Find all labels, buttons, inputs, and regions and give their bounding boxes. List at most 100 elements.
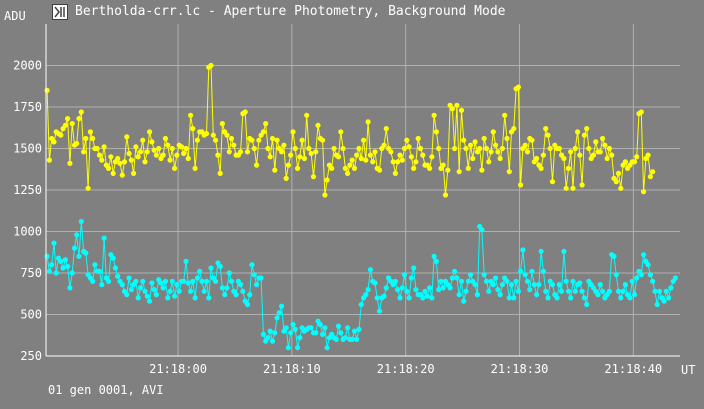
data-point [556, 145, 562, 152]
y-tick-label: 1750 [13, 100, 42, 114]
data-point [427, 165, 433, 171]
data-point [340, 145, 346, 152]
data-point [74, 140, 80, 147]
data-point [299, 137, 305, 143]
data-point [128, 287, 134, 293]
data-point [452, 268, 458, 274]
data-point [335, 154, 342, 160]
data-point [135, 154, 141, 160]
data-point [354, 336, 360, 342]
data-point [395, 287, 401, 293]
data-point [87, 129, 93, 135]
data-point [110, 255, 116, 261]
data-point [499, 145, 505, 152]
data-point [306, 145, 312, 152]
data-point [374, 295, 380, 301]
data-point [442, 192, 449, 198]
data-point [524, 149, 531, 155]
data-point [413, 287, 419, 293]
data-point [101, 235, 107, 241]
data-point [46, 268, 53, 274]
data-point [110, 170, 116, 176]
data-point [458, 107, 465, 113]
data-point [153, 292, 159, 298]
data-point [481, 135, 487, 142]
data-point [349, 336, 355, 342]
data-point [372, 149, 378, 155]
data-point [351, 328, 358, 334]
data-point [406, 295, 412, 301]
data-point [577, 280, 583, 286]
data-point [600, 135, 606, 142]
data-point [595, 292, 601, 298]
data-point [76, 253, 82, 259]
data-point [543, 126, 549, 132]
data-point [672, 275, 679, 281]
data-point [260, 331, 266, 337]
data-point [629, 278, 635, 284]
data-point [58, 258, 64, 264]
data-point [224, 285, 230, 291]
data-point [497, 292, 503, 298]
data-point [69, 270, 75, 276]
data-point [495, 287, 501, 293]
data-point [361, 137, 367, 143]
data-point [215, 152, 221, 158]
data-point [392, 170, 398, 176]
data-point [142, 288, 148, 294]
data-point [342, 335, 348, 341]
data-point [188, 288, 194, 294]
data-point [119, 282, 125, 288]
data-point [529, 268, 535, 274]
data-point [609, 152, 615, 158]
data-point [631, 292, 638, 298]
data-point [279, 149, 285, 155]
data-point [165, 295, 171, 301]
data-point [365, 287, 371, 293]
data-point [420, 152, 426, 158]
data-point [356, 326, 362, 332]
data-point [415, 135, 421, 142]
data-point [622, 159, 629, 165]
data-point [290, 321, 296, 328]
data-point [440, 285, 446, 291]
data-point [404, 288, 410, 294]
data-point [242, 109, 248, 115]
data-point [228, 278, 235, 284]
data-point [511, 126, 517, 132]
data-point [324, 177, 330, 183]
data-point [62, 257, 68, 263]
data-point [247, 292, 253, 298]
data-point [615, 288, 622, 294]
data-point [572, 288, 578, 294]
data-point [572, 145, 578, 152]
data-point [149, 139, 155, 145]
data-point [522, 272, 528, 278]
data-point [274, 315, 280, 321]
data-point [137, 149, 144, 155]
data-point [119, 172, 125, 178]
data-point [222, 292, 228, 298]
data-point [46, 157, 53, 163]
data-point [663, 288, 669, 294]
data-point [194, 137, 200, 143]
data-point [561, 155, 567, 162]
x-axis-unit-label: UT [681, 363, 696, 377]
data-point [192, 295, 198, 301]
data-point [440, 162, 446, 168]
data-point [584, 301, 590, 308]
data-point [490, 282, 496, 288]
data-point [160, 285, 166, 291]
data-point [310, 174, 317, 180]
data-point [147, 298, 153, 304]
data-point [128, 157, 134, 163]
data-point [413, 159, 419, 165]
x-tick-label: 21:18:10 [263, 362, 321, 376]
data-point [144, 293, 150, 299]
data-point [383, 285, 389, 291]
data-point [650, 278, 656, 284]
data-point [615, 170, 622, 176]
data-point [342, 165, 348, 171]
data-point [301, 155, 307, 162]
data-point [99, 282, 105, 288]
